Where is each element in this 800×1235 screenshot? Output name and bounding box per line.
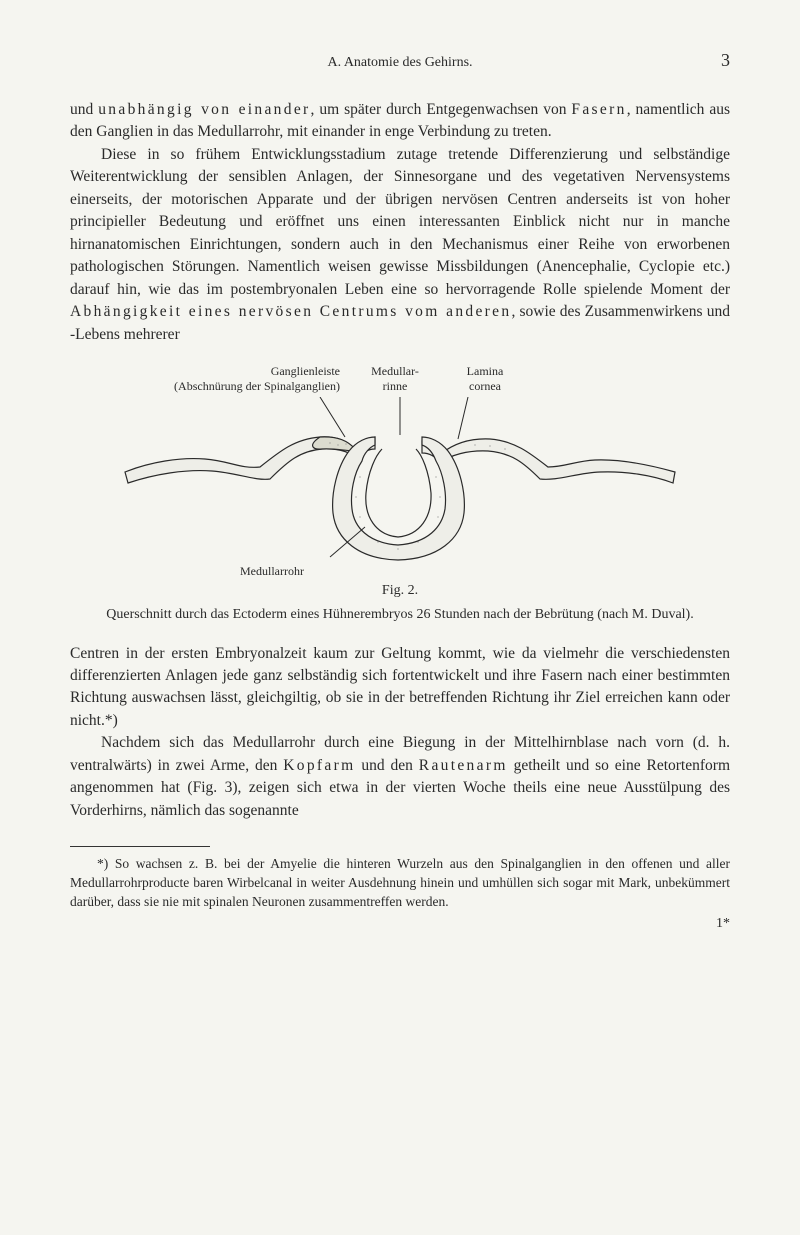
figure-label-mid: Medullar- rinne xyxy=(360,364,430,393)
label-line: Medullar- xyxy=(371,364,419,378)
body-text: und unabhängig von einander, um später d… xyxy=(70,99,730,346)
paragraph-2: Diese in so frühem Entwicklungsstadium z… xyxy=(70,144,730,346)
figure-labels-top: Ganglienleiste (Abschnürung der Spinalga… xyxy=(70,364,730,393)
paragraph-3: Centren in der ersten Embryonalzeit kaum… xyxy=(70,643,730,733)
text: , um später durch Entgegenwachsen von xyxy=(311,101,572,118)
footnote-separator xyxy=(70,846,210,847)
emphasized-text: Rautenarm xyxy=(419,757,508,774)
figure-caption: Querschnitt durch das Ectoderm eines Hüh… xyxy=(90,605,710,625)
figure-diagram xyxy=(120,397,680,562)
footnote: *) So wachsen z. B. bei der Amyelie die … xyxy=(70,855,730,912)
label-line: rinne xyxy=(383,379,408,393)
figure-number: Fig. 2. xyxy=(70,583,730,599)
label-line: (Abschnürung der Spinalganglien) xyxy=(174,379,340,393)
figure-label-right: Lamina cornea xyxy=(450,364,520,393)
figure-label-left: Ganglienleiste (Abschnürung der Spinalga… xyxy=(140,364,340,393)
text: Diese in so frühem Entwicklungsstadium z… xyxy=(70,146,730,298)
figure-2: Ganglienleiste (Abschnürung der Spinalga… xyxy=(70,364,730,624)
paragraph-1: und unabhängig von einander, um später d… xyxy=(70,99,730,144)
figure-label-bottom: Medullarrohr xyxy=(240,564,730,579)
signature-mark: 1* xyxy=(70,916,730,932)
emphasized-text: Abhängigkeit eines nervösen Centrums vom… xyxy=(70,303,511,320)
page: A. Anatomie des Gehirns. 3 und unabhängi… xyxy=(0,0,800,1235)
text: und den xyxy=(355,757,418,774)
label-line: Ganglienleiste xyxy=(271,364,340,378)
footnote-text: *) So wachsen z. B. bei der Amyelie die … xyxy=(70,855,730,912)
body-text-after-figure: Centren in der ersten Embryonalzeit kaum… xyxy=(70,643,730,823)
paragraph-4: Nachdem sich das Medullarrohr durch eine… xyxy=(70,732,730,822)
running-head: A. Anatomie des Gehirns. xyxy=(90,55,710,71)
page-number: 3 xyxy=(710,50,730,71)
emphasized-text: Kopfarm xyxy=(283,757,355,774)
emphasized-text: Fasern xyxy=(571,101,626,118)
spacer xyxy=(540,364,660,393)
text: und xyxy=(70,101,98,118)
emphasized-text: unabhängig von einander xyxy=(98,101,310,118)
label-line: cornea xyxy=(469,379,501,393)
page-header: A. Anatomie des Gehirns. 3 xyxy=(70,50,730,71)
label-line: Lamina xyxy=(467,364,504,378)
